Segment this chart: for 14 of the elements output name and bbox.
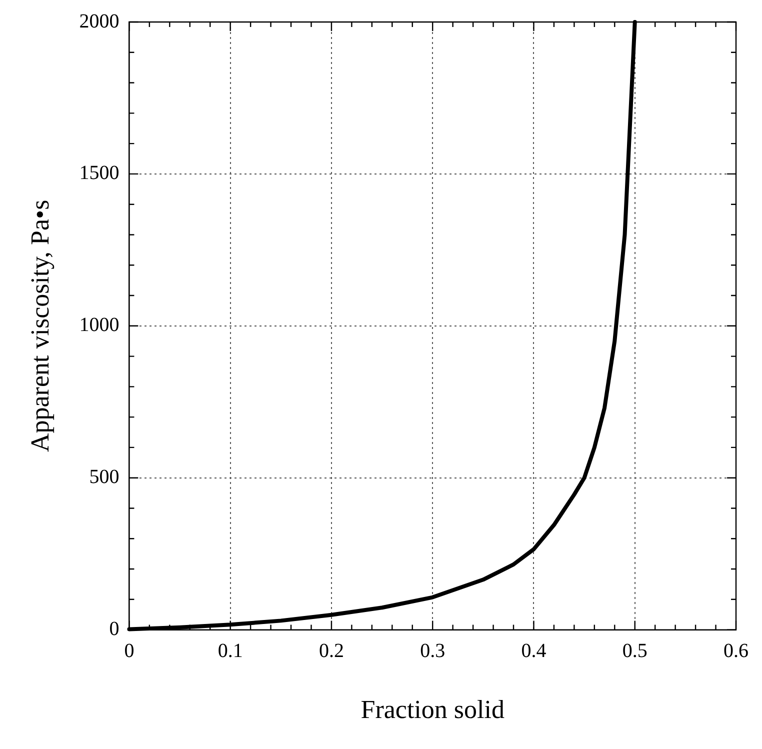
y-tick-label: 1500 [79, 162, 120, 184]
x-tick-label: 0.5 [622, 640, 648, 662]
x-tick-label: 0.3 [420, 640, 446, 662]
x-axis-title: Fraction solid [360, 695, 504, 724]
x-tick-label: 0.4 [521, 640, 546, 662]
y-tick-label: 0 [109, 618, 120, 640]
x-tick-label: 0.6 [724, 640, 748, 662]
y-tick-label: 2000 [79, 10, 120, 32]
x-tick-label: 0 [124, 640, 134, 662]
y-tick-label: 1000 [79, 314, 120, 336]
x-tick-label: 0.2 [318, 640, 344, 662]
y-tick-label: 500 [89, 466, 120, 488]
y-axis-title: Apparent viscosity, Pa•s [25, 200, 54, 452]
x-tick-label: 0.1 [218, 640, 243, 662]
